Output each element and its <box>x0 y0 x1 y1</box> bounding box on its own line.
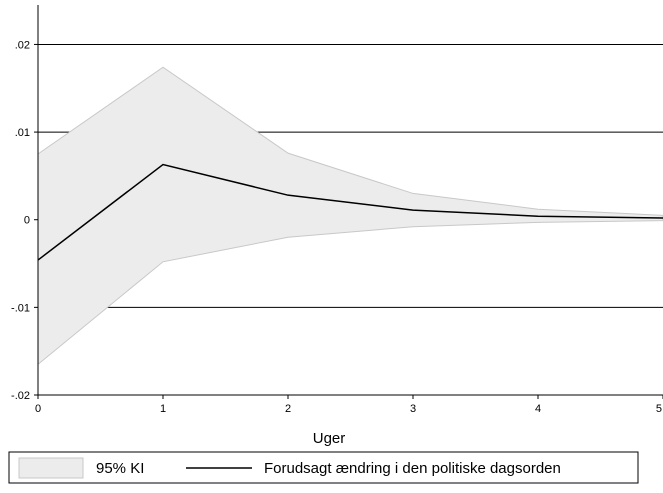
x-tick-labels: 0 1 2 3 4 5 <box>35 403 662 415</box>
y-tick-label-3: .01 <box>15 127 30 139</box>
x-tick-label-5: 5 <box>656 403 662 415</box>
legend-label-line: Forudsagt ændring i den politiske dagsor… <box>264 460 561 477</box>
confidence-band-layer <box>37 66 663 366</box>
y-tick-labels: -.02 -.01 0 .01 .02 <box>11 39 30 402</box>
legend-box <box>8 451 639 484</box>
x-tick-label-2: 2 <box>285 403 291 415</box>
legend-swatch-band <box>18 457 84 479</box>
confidence-band <box>37 66 663 366</box>
series-line-layer <box>37 163 663 261</box>
x-tick-label-0: 0 <box>35 403 41 415</box>
axes <box>34 5 663 399</box>
x-tick-label-4: 4 <box>535 403 541 415</box>
legend: 95% KI Forudsagt ændring i den politiske … <box>8 451 639 484</box>
y-tick-label-0: -.02 <box>11 390 30 402</box>
y-tick-label-1: -.01 <box>11 302 30 314</box>
x-tick-label-3: 3 <box>410 403 416 415</box>
x-tick-label-1: 1 <box>160 403 166 415</box>
y-tick-label-2: 0 <box>24 215 30 227</box>
y-tick-label-4: .02 <box>15 39 30 51</box>
legend-label-band: 95% KI <box>96 460 144 477</box>
series-line <box>37 163 663 261</box>
x-axis-title: Uger <box>313 430 346 447</box>
